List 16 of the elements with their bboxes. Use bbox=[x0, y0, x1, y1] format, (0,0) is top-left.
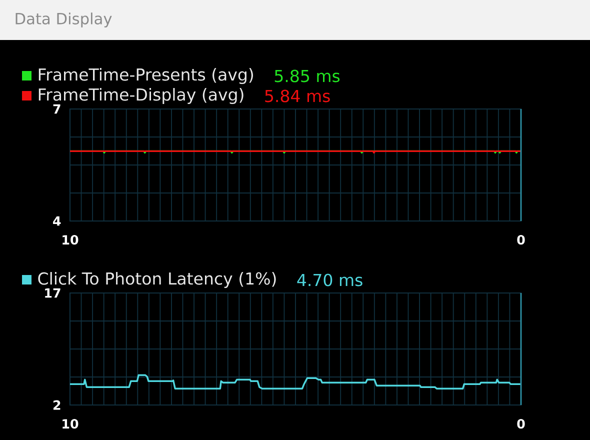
y-tick-label: 4 bbox=[53, 216, 61, 226]
legend-label: FrameTime-Display (avg) bbox=[38, 88, 244, 104]
text: 4.70 ms bbox=[297, 274, 362, 286]
y-tick-label: 2 bbox=[53, 400, 60, 410]
text: 5.85 ms bbox=[274, 70, 340, 82]
chart-title: Data Display bbox=[16, 12, 112, 28]
y-tick-label: 17 bbox=[45, 288, 60, 298]
y-tick-label: 7 bbox=[53, 104, 60, 114]
x-tick-label: 10 bbox=[62, 235, 78, 245]
x-tick-label: 10 bbox=[62, 419, 78, 429]
line-series bbox=[70, 374, 521, 390]
legend-label: FrameTime-Presents (avg) bbox=[38, 68, 253, 84]
text: 5.84 ms bbox=[265, 90, 330, 102]
legend-label: Click To Photon Latency (1%) bbox=[38, 272, 276, 288]
x-tick-label: 0 bbox=[517, 235, 525, 245]
x-tick-label: 0 bbox=[517, 419, 525, 429]
